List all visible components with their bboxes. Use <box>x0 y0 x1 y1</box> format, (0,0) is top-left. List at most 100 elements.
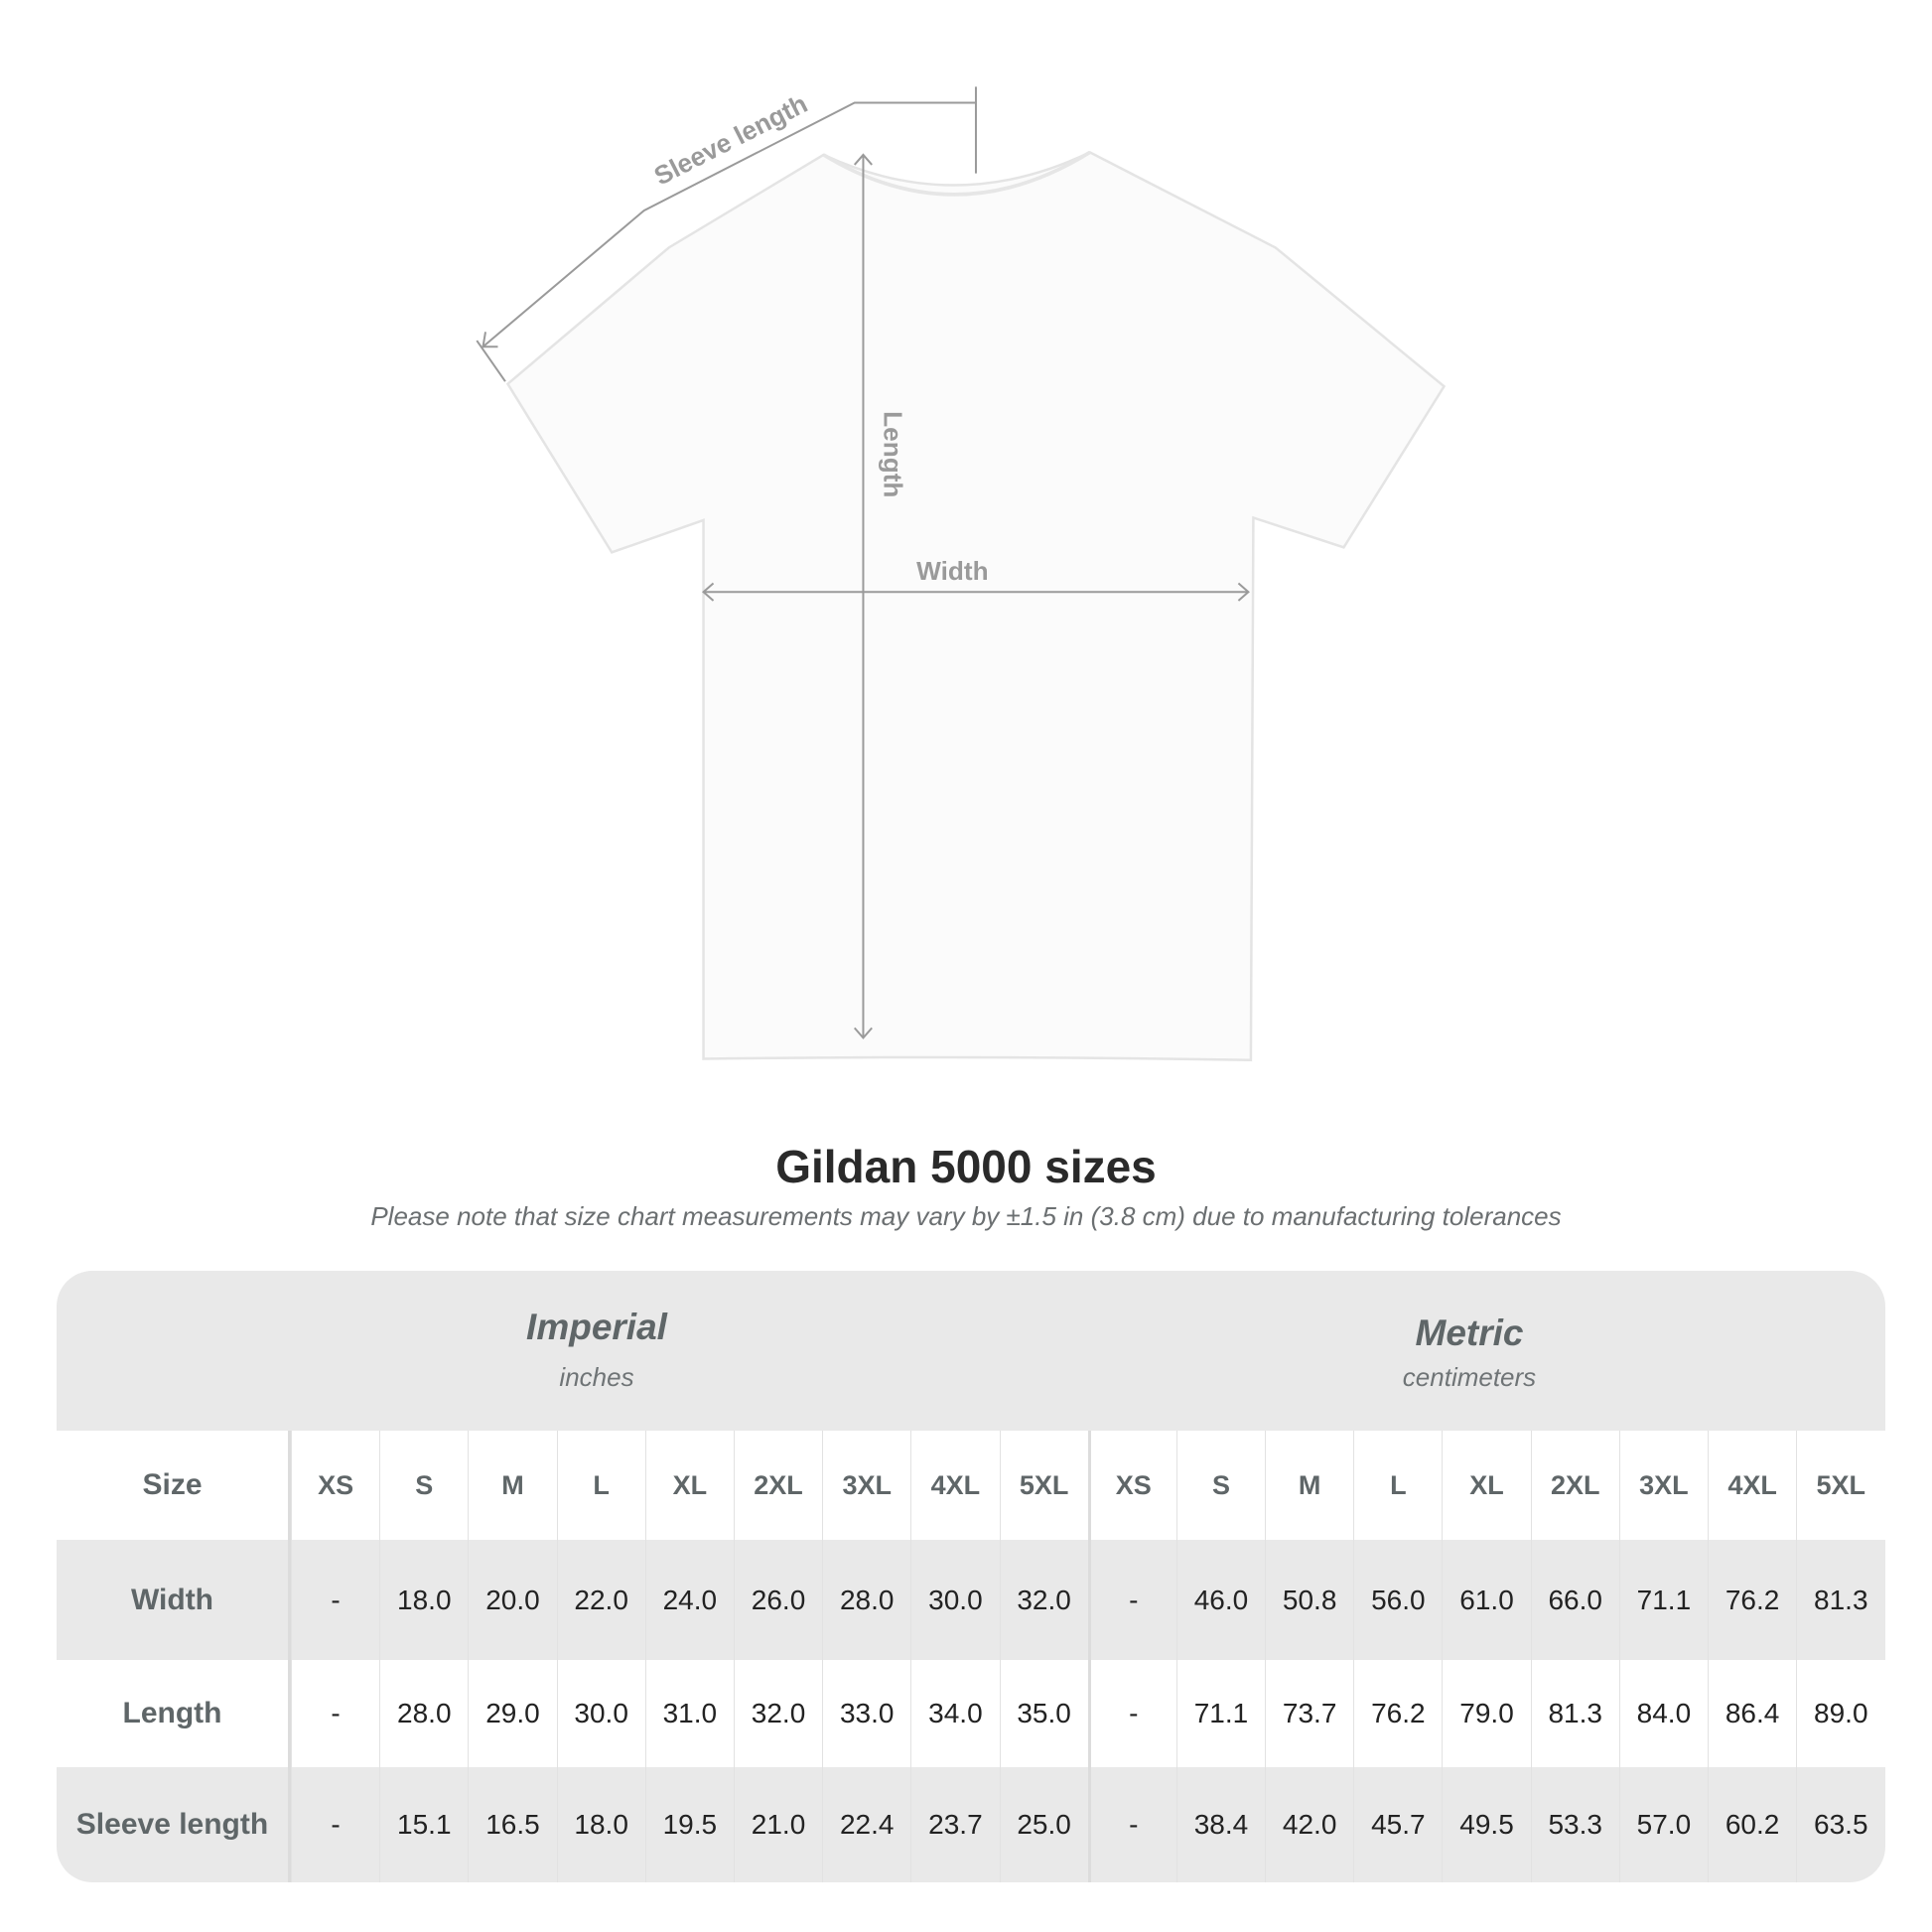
value-cell: 45.7 <box>1353 1767 1442 1882</box>
value-cell: 20.0 <box>468 1540 556 1660</box>
value-cell: 34.0 <box>910 1660 999 1767</box>
value-cell: 30.0 <box>556 1660 645 1767</box>
page-title: Gildan 5000 sizes <box>775 1141 1157 1192</box>
value-cell: 15.1 <box>379 1767 468 1882</box>
size-header-cell: 5XL <box>999 1431 1088 1540</box>
arrowhead-icon <box>702 582 715 602</box>
value-cell: 50.8 <box>1265 1540 1353 1660</box>
size-header-cell: 2XL <box>733 1431 822 1540</box>
size-header-cell: 3XL <box>1618 1431 1708 1540</box>
size-header-cell: M <box>468 1431 556 1540</box>
value-cell: 21.0 <box>733 1767 822 1882</box>
value-cell: 24.0 <box>644 1540 734 1660</box>
value-cell: 89.0 <box>1796 1660 1884 1767</box>
tolerance-note: Please note that size chart measurements… <box>370 1201 1562 1231</box>
size-header-cell: XL <box>644 1431 734 1540</box>
imperial-title: Imperial <box>526 1307 667 1347</box>
value-cell: 31.0 <box>644 1660 734 1767</box>
value-cell: 35.0 <box>999 1660 1088 1767</box>
arrowhead-icon <box>1237 582 1250 602</box>
size-header-cell: S <box>1175 1431 1265 1540</box>
arrowhead-icon <box>853 1027 873 1039</box>
value-cell: 56.0 <box>1353 1540 1442 1660</box>
value-cell: 30.0 <box>910 1540 999 1660</box>
value-cell: 29.0 <box>468 1660 556 1767</box>
table-row: Sleeve length -15.1 16.5 18.0 19.5 21.0 22.4 23… <box>57 1767 1885 1882</box>
value-cell: - <box>291 1540 379 1660</box>
table-row: Length -28.0 29.0 30.0 31.0 32.0 33.0 34.0 35.0-… <box>57 1660 1885 1767</box>
value-cell: 42.0 <box>1265 1767 1353 1882</box>
value-cell: - <box>1087 1660 1176 1767</box>
row-label: Size <box>57 1431 291 1540</box>
value-cell: 57.0 <box>1618 1767 1708 1882</box>
imperial-unit: inches <box>559 1362 634 1392</box>
value-cell: - <box>291 1660 379 1767</box>
value-cell: 79.0 <box>1442 1660 1530 1767</box>
metric-unit: centimeters <box>1402 1362 1537 1392</box>
size-header-row: Size XS S M L XL 2XL 3XL 4XL 5XL XS S M L XL 2XL 3XL 4XL 5… <box>57 1431 1885 1540</box>
value-cell: 32.0 <box>733 1660 822 1767</box>
value-cell: 71.1 <box>1175 1660 1265 1767</box>
arrowhead-icon <box>853 153 873 166</box>
size-header-cell: 3XL <box>822 1431 910 1540</box>
value-cell: 26.0 <box>733 1540 822 1660</box>
size-header-cell: L <box>556 1431 645 1540</box>
metric-title: Metric <box>1415 1312 1524 1353</box>
size-header-cell: 4XL <box>910 1431 999 1540</box>
value-cell: 76.2 <box>1353 1660 1442 1767</box>
size-header-cell: XS <box>291 1431 379 1540</box>
size-header-cell: L <box>1353 1431 1442 1540</box>
size-header-cell: XS <box>1087 1431 1176 1540</box>
sleeve-measure-line <box>482 101 976 348</box>
value-cell: 46.0 <box>1175 1540 1265 1660</box>
unit-header-band: Imperial inches Metric centimeters <box>57 1271 1885 1431</box>
row-label: Length <box>57 1660 291 1767</box>
value-cell: 28.0 <box>379 1660 468 1767</box>
metric-header: Metric centimeters <box>1172 1312 1767 1393</box>
sleeve-measure-tick <box>476 340 506 382</box>
value-cell: 71.1 <box>1618 1540 1708 1660</box>
row-label: Width <box>57 1540 291 1660</box>
row-label: Sleeve length <box>57 1767 291 1882</box>
value-cell: 16.5 <box>468 1767 556 1882</box>
value-cell: 60.2 <box>1708 1767 1796 1882</box>
size-chart-table: Imperial inches Metric centimeters Size X… <box>57 1271 1885 1882</box>
value-cell: 81.3 <box>1530 1660 1619 1767</box>
imperial-header: Imperial inches <box>299 1307 895 1393</box>
value-cell: 81.3 <box>1796 1540 1884 1660</box>
value-cell: 28.0 <box>822 1540 910 1660</box>
value-cell: 61.0 <box>1442 1540 1530 1660</box>
value-cell: 23.7 <box>910 1767 999 1882</box>
value-cell: 53.3 <box>1530 1767 1619 1882</box>
value-cell: 33.0 <box>822 1660 910 1767</box>
value-cell: 18.0 <box>379 1540 468 1660</box>
value-cell: 22.4 <box>822 1767 910 1882</box>
value-cell: 63.5 <box>1796 1767 1884 1882</box>
value-cell: 22.0 <box>556 1540 645 1660</box>
value-cell: 38.4 <box>1175 1767 1265 1882</box>
value-cell: 49.5 <box>1442 1767 1530 1882</box>
tshirt-shape <box>505 151 1447 1062</box>
tshirt-collar <box>822 150 1091 197</box>
size-header-cell: S <box>379 1431 468 1540</box>
value-cell: 86.4 <box>1708 1660 1796 1767</box>
size-header-cell: 4XL <box>1708 1431 1796 1540</box>
size-header-cell: 2XL <box>1530 1431 1619 1540</box>
value-cell: 32.0 <box>999 1540 1088 1660</box>
value-cell: 66.0 <box>1530 1540 1619 1660</box>
value-cell: 84.0 <box>1618 1660 1708 1767</box>
arrowhead-icon <box>482 332 498 348</box>
value-cell: 76.2 <box>1708 1540 1796 1660</box>
value-cell: 25.0 <box>999 1767 1088 1882</box>
size-header-cell: 5XL <box>1796 1431 1884 1540</box>
value-cell: 73.7 <box>1265 1660 1353 1767</box>
length-label: Length <box>879 411 908 497</box>
value-cell: 18.0 <box>556 1767 645 1882</box>
value-cell: - <box>1087 1767 1176 1882</box>
size-header-cell: XL <box>1442 1431 1530 1540</box>
value-cell: 19.5 <box>644 1767 734 1882</box>
value-cell: - <box>291 1767 379 1882</box>
table-row: Width -18.0 20.0 22.0 24.0 26.0 28.0 30.0 32.0-4… <box>57 1540 1885 1660</box>
value-cell: - <box>1087 1540 1176 1660</box>
